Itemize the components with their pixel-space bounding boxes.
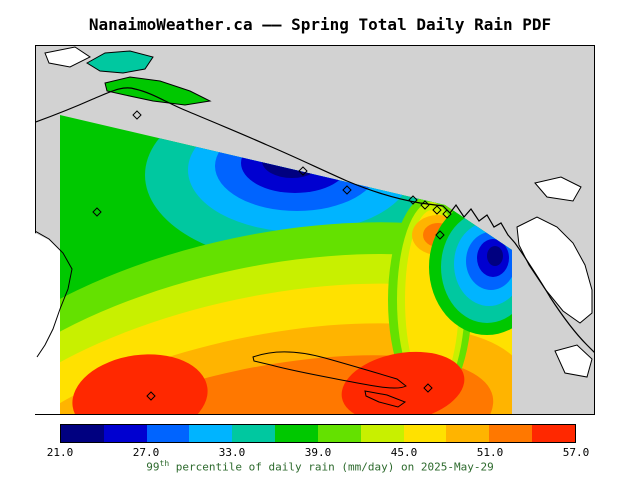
station-marker: [423, 383, 433, 393]
southeast-water: [554, 344, 593, 378]
colorbar-segment: [403, 425, 447, 442]
station-marker: [298, 166, 308, 176]
caption-suffix: percentile of daily rain (mm/day) on 202…: [169, 460, 494, 474]
colorbar-segment: [61, 425, 104, 442]
colorbar-segment: [189, 425, 233, 442]
colorbar-caption: 99th percentile of daily rain (mm/day) o…: [0, 459, 640, 474]
coastline-main: [32, 87, 598, 356]
colorbar-segment: [146, 425, 190, 442]
colorbar-tick-label: 57.0: [562, 446, 590, 459]
colorbar-segment: [232, 425, 276, 442]
colorbar-segment: [532, 425, 575, 442]
colorbar-segment: [317, 425, 361, 442]
colorbar: [60, 424, 576, 443]
east-water: [516, 216, 593, 324]
island-outline-small: [364, 390, 407, 408]
caption-prefix: 99: [146, 460, 160, 474]
station-marker: [146, 391, 156, 401]
station-marker: [420, 200, 430, 210]
colorbar-segment: [360, 425, 404, 442]
station-marker: [435, 230, 445, 240]
colorbar-segment: [103, 425, 147, 442]
colorbar-tick-label: 33.0: [218, 446, 246, 459]
station-marker: [432, 205, 442, 215]
island-lake-patch: [104, 76, 212, 106]
colorbar-segment: [446, 425, 490, 442]
colorbar-tick-label: 27.0: [132, 446, 160, 459]
colorbar-segment: [275, 425, 318, 442]
coastline-west: [34, 230, 73, 358]
colorbar-tick-label: 39.0: [304, 446, 332, 459]
caption-superscript: th: [159, 459, 170, 468]
northwest-water: [44, 46, 91, 68]
station-markers: [92, 110, 452, 401]
station-marker: [442, 209, 452, 219]
page-title: NanaimoWeather.ca —— Spring Total Daily …: [88, 15, 552, 34]
station-marker: [408, 195, 418, 205]
island-outline: [252, 351, 407, 389]
colorbar-segment: [489, 425, 533, 442]
island-lake-patch: [86, 50, 154, 74]
rain-map-canvas: [32, 45, 598, 415]
rain-map: [32, 45, 598, 415]
colorbar-tick-label: 45.0: [390, 446, 418, 459]
colorbar-tick-label: 51.0: [476, 446, 504, 459]
station-marker: [132, 110, 142, 120]
east-water-small: [534, 176, 582, 202]
colorbar-tick-label: 21.0: [46, 446, 74, 459]
station-marker: [92, 207, 102, 217]
station-marker: [342, 185, 352, 195]
